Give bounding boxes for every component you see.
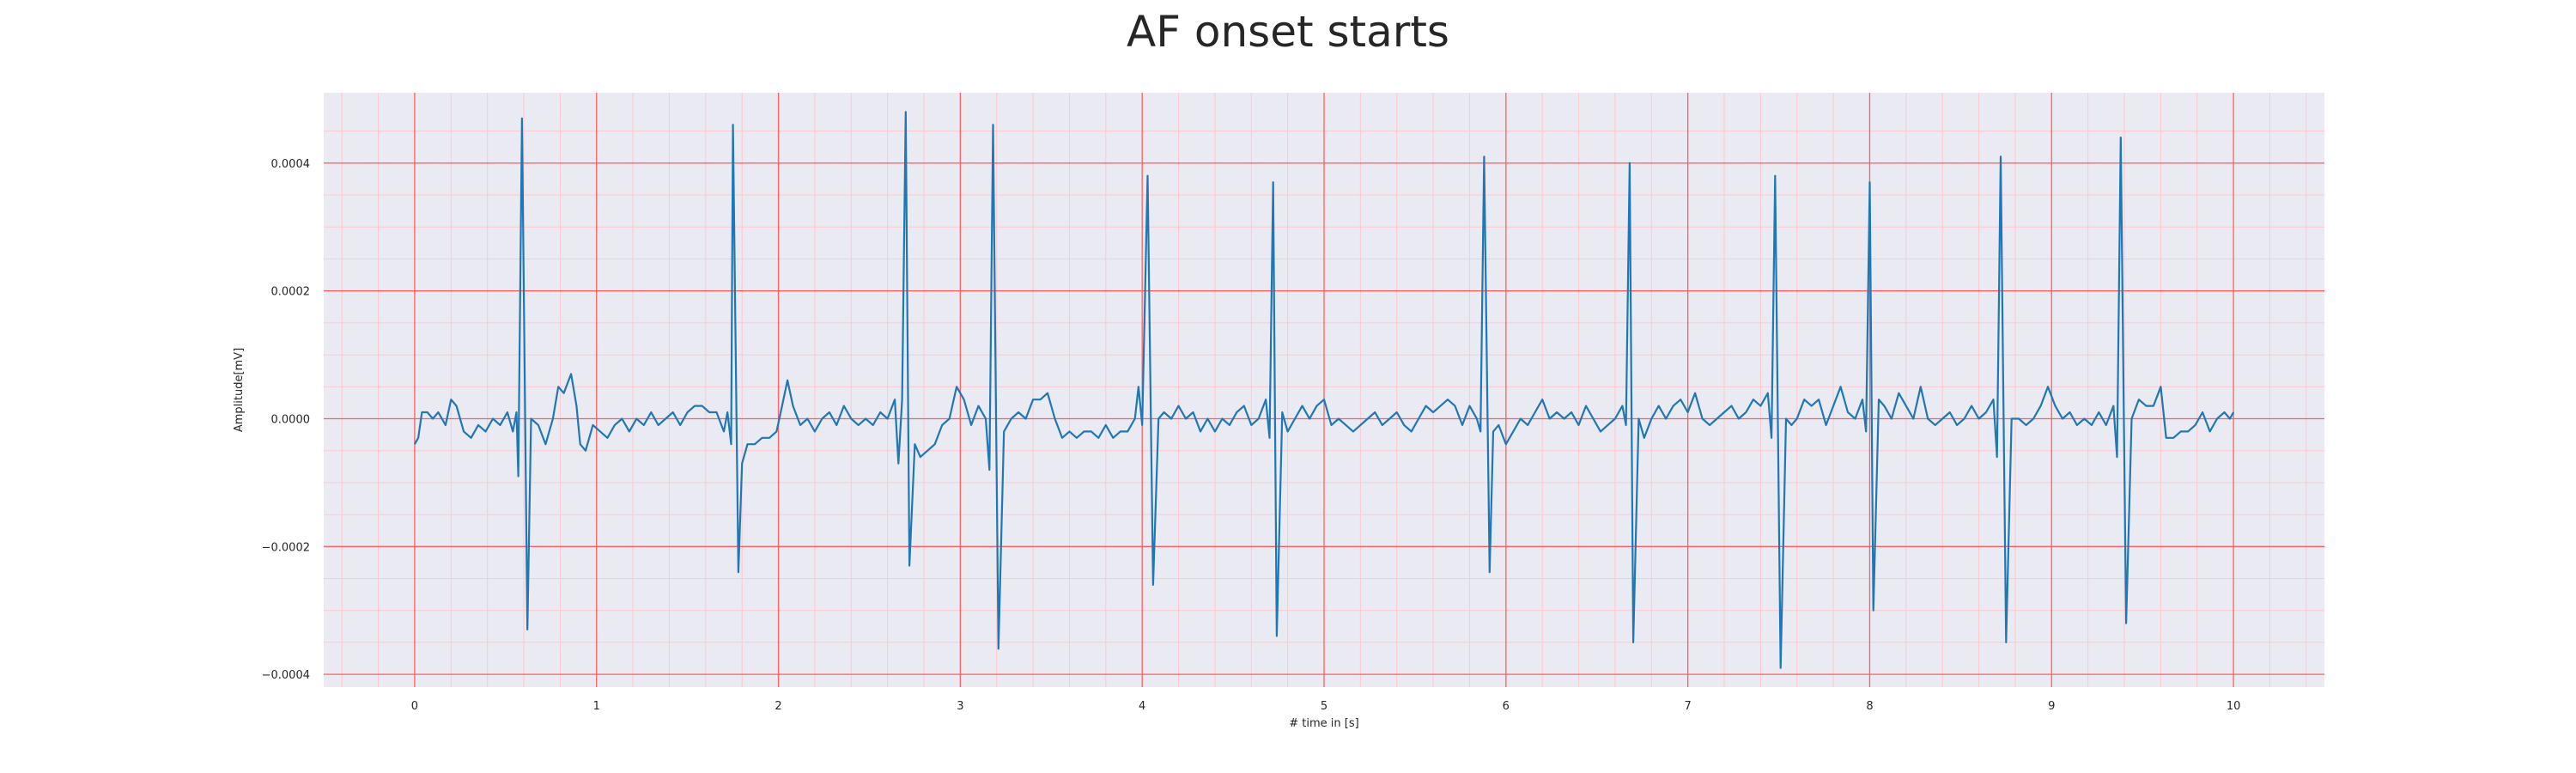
x-tick-label: 6 bbox=[1503, 700, 1510, 713]
x-tick-label: 9 bbox=[2048, 700, 2055, 713]
y-tick-label: −0.0002 bbox=[262, 541, 310, 554]
x-tick-label: 1 bbox=[593, 700, 600, 713]
major-grid bbox=[324, 93, 2324, 687]
chart-title: AF onset starts bbox=[1127, 7, 1449, 57]
y-tick-label: 0.0002 bbox=[271, 286, 311, 299]
y-tick-labels: −0.0004 −0.0002 0.0000 0.0002 0.0004 bbox=[262, 158, 310, 682]
y-axis-label: Amplitude[mV] bbox=[233, 348, 246, 432]
x-tick-label: 2 bbox=[775, 700, 781, 713]
x-tick-label: 8 bbox=[1866, 700, 1873, 713]
x-tick-label: 0 bbox=[411, 700, 418, 713]
y-tick-label: 0.0000 bbox=[271, 413, 311, 426]
y-tick-label: −0.0004 bbox=[262, 669, 310, 682]
x-tick-labels: 0 1 2 3 4 5 6 7 8 9 10 bbox=[411, 700, 2241, 713]
x-tick-label: 7 bbox=[1684, 700, 1691, 713]
y-tick-label: 0.0004 bbox=[271, 158, 311, 171]
x-tick-label: 3 bbox=[957, 700, 963, 713]
x-axis-label: # time in [s] bbox=[1289, 717, 1358, 730]
x-tick-label: 4 bbox=[1139, 700, 1145, 713]
x-tick-label: 10 bbox=[2227, 700, 2241, 713]
ecg-series-line bbox=[413, 111, 2235, 669]
x-tick-label: 5 bbox=[1321, 700, 1327, 713]
